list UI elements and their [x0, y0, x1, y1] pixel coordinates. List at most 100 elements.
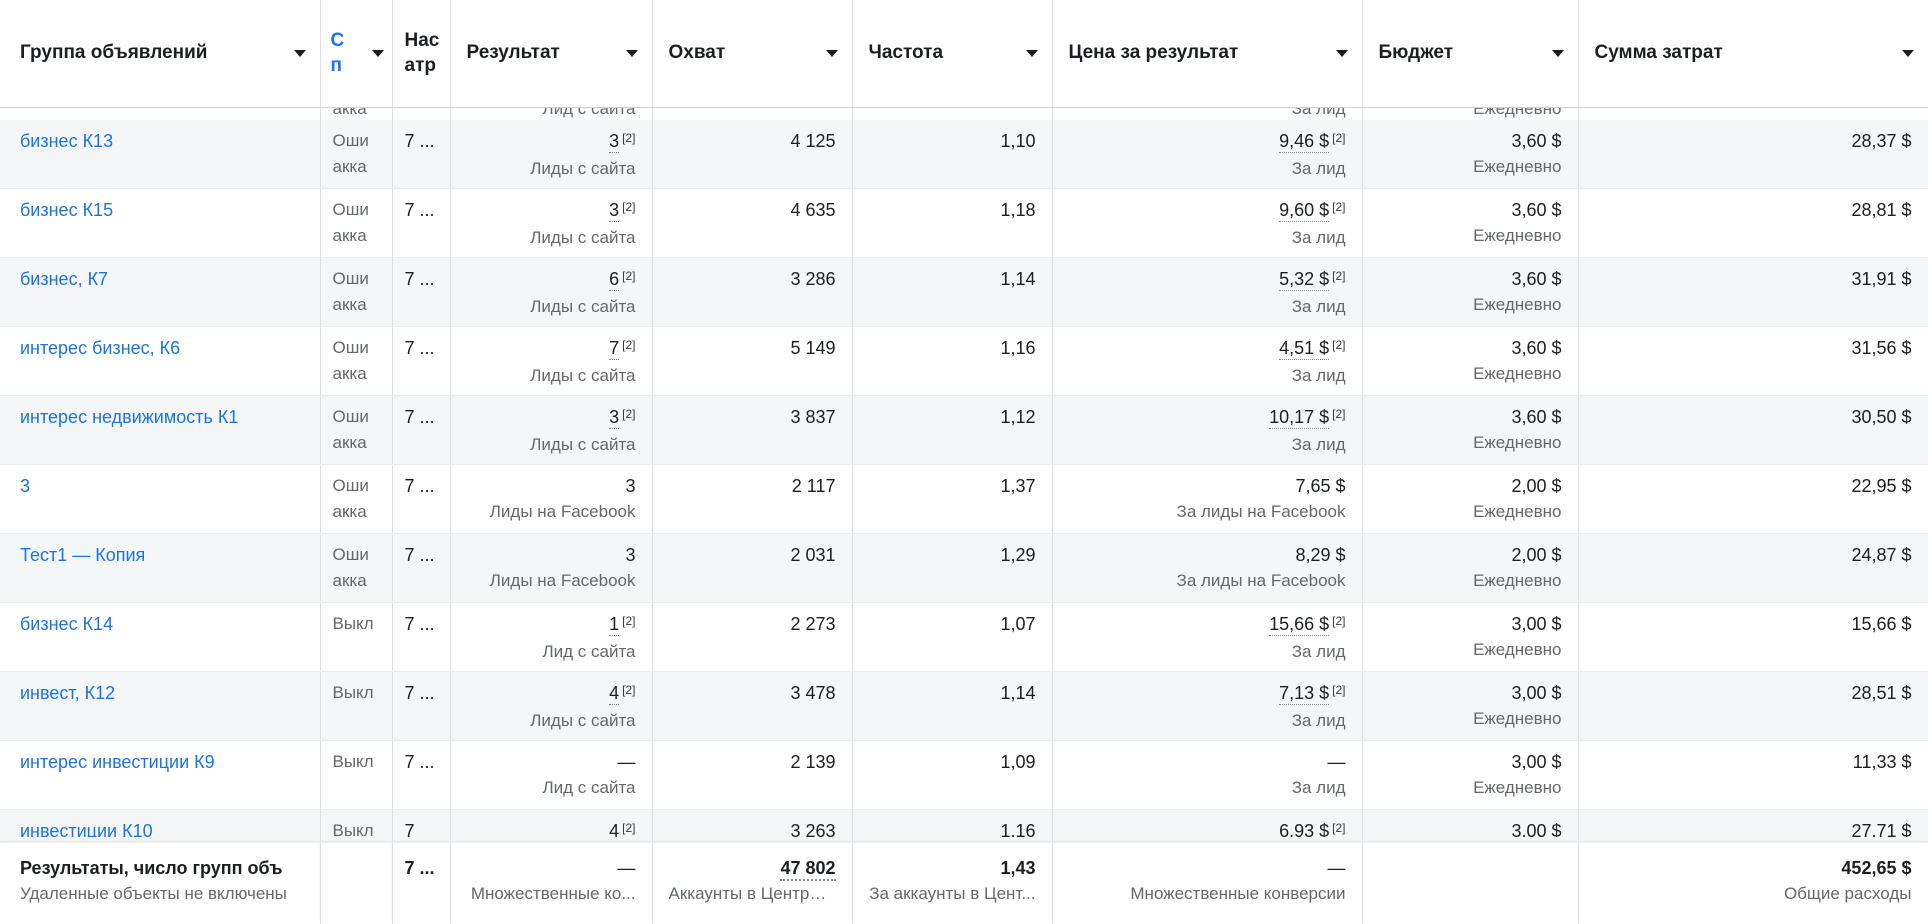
adgroup-name-link[interactable]: инвест, К12 — [20, 683, 116, 703]
sort-chevron-icon — [625, 49, 638, 57]
adgroup-name-link[interactable]: интерес бизнес, К6 — [20, 338, 181, 358]
cost-per-result-label: За лид — [1291, 228, 1346, 247]
frequency-value: 1,14 — [1000, 683, 1036, 703]
table-row: 3 Оши акка 7 ... 3 Лиды на Facebook 2 117… — [0, 464, 1928, 534]
delivery-status: Оши акка — [332, 545, 369, 590]
cost-per-result-label: За лид — [1291, 711, 1346, 730]
cost-per-result-label: За лид — [1291, 158, 1346, 178]
table-row: бизнес К13 Оши акка 7 ... 3 [2] Лиды с сай… — [0, 119, 1928, 189]
attribution-setting: 7 ... — [404, 545, 435, 565]
totals-result-value: — — [617, 858, 636, 878]
totals-reach-value: 47 802 — [780, 858, 836, 881]
delivery-status: Оши акка — [332, 130, 369, 176]
delivery-status: Оши акка — [332, 476, 369, 521]
attribution-setting: 7 ... — [404, 407, 435, 427]
reach-value: 4 635 — [790, 200, 836, 220]
sort-chevron-icon — [293, 49, 306, 57]
col-header-cost-per-result[interactable]: Цена за результат — [1052, 0, 1363, 108]
cost-per-result-label: За лид — [1291, 297, 1346, 316]
budget-type-label: Ежедневно — [1473, 640, 1562, 659]
frequency-value: 1,07 — [1000, 614, 1036, 634]
col-header-frequency[interactable]: Частота — [852, 0, 1053, 108]
adgroup-name-link[interactable]: интерес инвестиции К9 — [20, 752, 215, 772]
totals-subtitle: Удаленные объекты не включены — [20, 884, 287, 903]
col-header-adgroup-label: Группа объявлений — [20, 42, 208, 64]
sort-chevron-icon — [1025, 49, 1038, 57]
adgroup-name-link[interactable]: Тест1 — Копия — [20, 545, 146, 565]
adgroup-name-link[interactable]: бизнес, К7 — [20, 269, 109, 289]
delivery-status: Оши акка — [332, 200, 369, 245]
amount-spent-value: 11,33 $ — [1852, 752, 1912, 772]
footnote-ref: [2] — [1332, 407, 1346, 421]
clipped-status-text: акка — [332, 107, 367, 118]
attribution-setting: 7 ... — [404, 683, 435, 703]
budget-value: 3,60 $ — [1511, 269, 1562, 289]
delivery-status: Оши акка — [332, 269, 369, 314]
col-header-amount-spent[interactable]: Сумма затрат — [1578, 0, 1928, 108]
adgroup-name-link[interactable]: бизнес К13 — [20, 130, 114, 151]
budget-type-label: Ежедневно — [1473, 778, 1562, 797]
footnote-ref: [2] — [622, 683, 636, 697]
result-type-label: Лиды с сайта — [530, 228, 636, 247]
attribution-setting: 7 ... — [404, 476, 435, 496]
sort-chevron-icon — [1901, 49, 1914, 57]
amount-spent-value: 22,95 $ — [1851, 476, 1912, 496]
totals-spend-value: 452,65 $ — [1841, 858, 1912, 878]
reach-value: 5 149 — [790, 338, 836, 358]
result-type-label: Лиды на Facebook — [489, 571, 636, 590]
table-row: интерес инвестиции К9 Выкл 7 ... — Лид с… — [0, 740, 1928, 810]
delivery-status: Выкл — [332, 614, 374, 633]
footnote-ref: [2] — [622, 614, 636, 628]
result-type-label: Лид с сайта — [542, 778, 636, 797]
delivery-status: Оши акка — [332, 338, 369, 383]
sort-chevron-icon — [371, 49, 384, 57]
amount-spent-value: 15,66 $ — [1851, 614, 1912, 634]
reach-value: 3 263 — [790, 821, 836, 837]
budget-value: 3,60 $ — [1511, 200, 1562, 220]
budget-value: 3,00 $ — [1511, 821, 1562, 837]
amount-spent-value: 28,51 $ — [1851, 683, 1912, 703]
sort-chevron-icon — [825, 49, 838, 57]
cost-per-result-value: 7,13 $ [2] — [1279, 683, 1346, 705]
delivery-status: Выкл — [332, 683, 374, 702]
attribution-setting: 7 ... — [404, 130, 435, 151]
adgroup-name-link[interactable]: 3 — [20, 476, 31, 496]
col-header-budget[interactable]: Бюджет — [1362, 0, 1579, 108]
cost-per-result-value: 7,65 $ — [1295, 476, 1346, 496]
frequency-value: 1,16 — [1000, 338, 1036, 358]
table-header: Группа объявлений С п Нас атр — [0, 0, 1928, 108]
adgroup-name-link[interactable]: интерес недвижимость К1 — [20, 407, 239, 427]
table-row: интерес бизнес, К6 Оши акка 7 ... 7 [2] Ли… — [0, 326, 1928, 396]
footnote-ref: [2] — [622, 821, 636, 835]
col-header-adgroup-name[interactable]: Группа объявлений — [0, 0, 321, 108]
result-type-label: Лид с сайта — [542, 642, 636, 661]
col-header-result[interactable]: Результат — [450, 0, 653, 108]
footnote-ref: [2] — [1332, 130, 1346, 145]
col-header-attribution[interactable]: Нас атр — [392, 0, 451, 108]
footnote-ref: [2] — [1332, 200, 1346, 214]
result-type-label: Лиды с сайта — [530, 366, 636, 385]
result-type-label: Лиды на Facebook — [489, 502, 636, 521]
cost-per-result-label: За лид — [1291, 366, 1346, 385]
totals-result-label: Множественные ко... — [470, 884, 636, 903]
adgroup-name-link[interactable]: бизнес К14 — [20, 614, 114, 634]
table-row: интерес недвижимость К1 Оши акка 7 ... 3[… — [0, 395, 1928, 465]
budget-type-label: Ежедневно — [1473, 364, 1562, 383]
totals-frequency-label: За аккаунты в Цент... — [869, 884, 1036, 903]
budget-type-label: Ежедневно — [1473, 295, 1562, 314]
reach-value: 4 125 — [790, 130, 836, 151]
sort-chevron-icon — [1551, 49, 1564, 57]
budget-type-label: Ежедневно — [1473, 433, 1562, 452]
adgroup-name-link[interactable]: бизнес К15 — [20, 200, 114, 220]
col-header-delivery-label: С п — [330, 30, 345, 77]
col-header-reach[interactable]: Охват — [652, 0, 853, 108]
adgroup-name-link[interactable]: инвестиции К10 — [20, 821, 153, 837]
amount-spent-value: 31,56 $ — [1851, 338, 1912, 358]
totals-reach-label: Аккаунты в Центре ... — [668, 884, 836, 903]
attribution-setting: 7 ... — [404, 269, 435, 289]
cost-per-result-value: 8,29 $ — [1295, 545, 1346, 565]
col-header-delivery-status[interactable]: С п — [320, 0, 393, 108]
amount-spent-value: 27,71 $ — [1851, 821, 1912, 837]
sort-chevron-icon — [1335, 49, 1348, 57]
